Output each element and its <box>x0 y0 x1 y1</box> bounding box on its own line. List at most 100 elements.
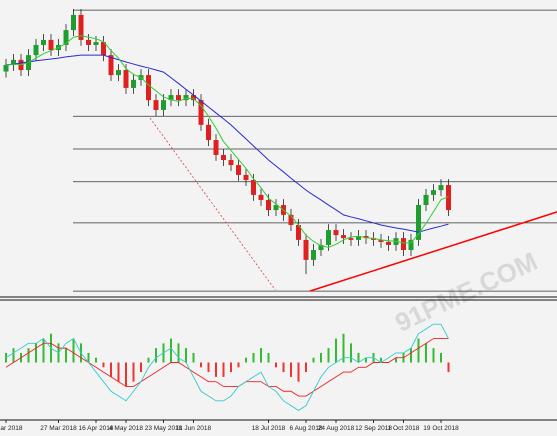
x-tick-label: 4 May 2018 <box>109 425 143 432</box>
candle-body <box>378 239 384 242</box>
histogram-bar <box>72 338 75 363</box>
candle-body <box>348 238 354 240</box>
histogram-bar <box>327 348 330 363</box>
candle-body <box>41 39 46 45</box>
candle-body <box>93 42 99 45</box>
histogram-bar <box>237 362 240 368</box>
histogram-bar <box>125 362 127 387</box>
histogram-bar <box>365 357 367 363</box>
x-tick-label: 8 Mar 2018 <box>0 425 23 432</box>
histogram-bar <box>440 352 442 363</box>
candle-body <box>33 44 39 56</box>
indicator-line <box>5 323 449 411</box>
candle-body <box>303 239 309 260</box>
histogram-bar <box>215 362 217 377</box>
x-tick-label: 19 Oct 2018 <box>423 425 459 432</box>
histogram-bar <box>42 338 45 363</box>
histogram-bar <box>260 348 262 363</box>
histogram-bar <box>275 362 277 368</box>
histogram-bar <box>380 357 382 363</box>
candle-body <box>408 239 414 251</box>
histogram-bar <box>290 362 292 377</box>
histogram-bar <box>177 343 180 363</box>
histogram-bar <box>95 357 97 363</box>
candle-body <box>123 70 129 88</box>
histogram-bar <box>102 362 105 368</box>
candle-body <box>3 64 9 72</box>
candle-body <box>228 160 234 166</box>
x-tick-label: 18 Jul 2018 <box>252 425 286 432</box>
candle-body <box>386 241 391 245</box>
candle-body <box>236 165 241 175</box>
candle-body <box>341 235 346 239</box>
histogram-bar <box>12 348 15 363</box>
histogram-bar <box>35 343 37 363</box>
candle-body <box>423 194 429 206</box>
histogram-bar <box>245 357 247 363</box>
histogram-bar <box>425 343 427 363</box>
candle-body <box>243 174 249 180</box>
histogram-bar <box>117 362 120 382</box>
candle-body <box>431 190 436 195</box>
histogram-bar <box>207 362 210 373</box>
histogram-bar <box>192 352 195 363</box>
candle-body <box>63 30 69 45</box>
histogram-bar <box>110 362 112 377</box>
histogram-bar <box>252 352 255 363</box>
histogram-bar <box>185 348 187 363</box>
histogram-bar <box>417 338 420 363</box>
candle-body <box>326 230 331 245</box>
candle-body <box>161 100 166 110</box>
histogram-bar <box>297 362 300 382</box>
candle-body <box>221 154 226 161</box>
candle-body <box>168 95 174 101</box>
candle-body <box>101 42 106 56</box>
candle-body <box>296 224 301 240</box>
candle-body <box>333 230 339 236</box>
histogram-bar <box>432 348 435 363</box>
histogram-bar <box>357 352 360 363</box>
histogram-bar <box>395 357 397 363</box>
histogram-bar <box>27 348 30 363</box>
histogram-bar <box>312 357 315 363</box>
candle-body <box>191 95 196 101</box>
histogram-bar <box>200 362 202 368</box>
histogram-bar <box>335 338 337 363</box>
candle-body <box>11 59 16 65</box>
histogram-bar <box>132 362 135 382</box>
candle-body <box>131 79 136 88</box>
candle-body <box>311 250 316 260</box>
candle-body <box>108 55 114 76</box>
candle-body <box>438 185 444 191</box>
candle-body <box>266 199 271 211</box>
trendline <box>309 211 557 292</box>
candle-body <box>446 185 451 211</box>
indicator-line <box>5 338 449 397</box>
histogram-bar <box>305 362 307 373</box>
candle-body <box>363 236 369 239</box>
candle-body <box>318 244 324 251</box>
histogram-bar <box>170 338 172 363</box>
candle-body <box>213 140 219 155</box>
histogram-bar <box>65 348 67 363</box>
histogram-bar <box>147 357 150 363</box>
candle-body <box>153 100 159 110</box>
candle-body <box>198 100 204 125</box>
candle-body <box>176 95 181 101</box>
x-tick-label: 1 Oct 2018 <box>388 425 420 432</box>
candle-body <box>273 205 279 211</box>
x-tick-label: 24 Aug 2018 <box>318 425 355 432</box>
histogram-bar <box>267 352 270 363</box>
histogram-bar <box>222 362 225 377</box>
histogram-bar <box>87 352 90 363</box>
x-tick-label: 23 May 2018 <box>145 425 183 432</box>
x-tick-label: 12 Sep 2018 <box>355 425 392 432</box>
candle-body <box>71 14 76 31</box>
histogram-bar <box>350 343 352 363</box>
histogram-bar <box>282 362 285 373</box>
candle-body <box>258 194 264 200</box>
histogram-bar <box>342 333 345 363</box>
histogram-bar <box>230 362 232 373</box>
x-tick-label: 11 Jun 2018 <box>176 425 212 432</box>
